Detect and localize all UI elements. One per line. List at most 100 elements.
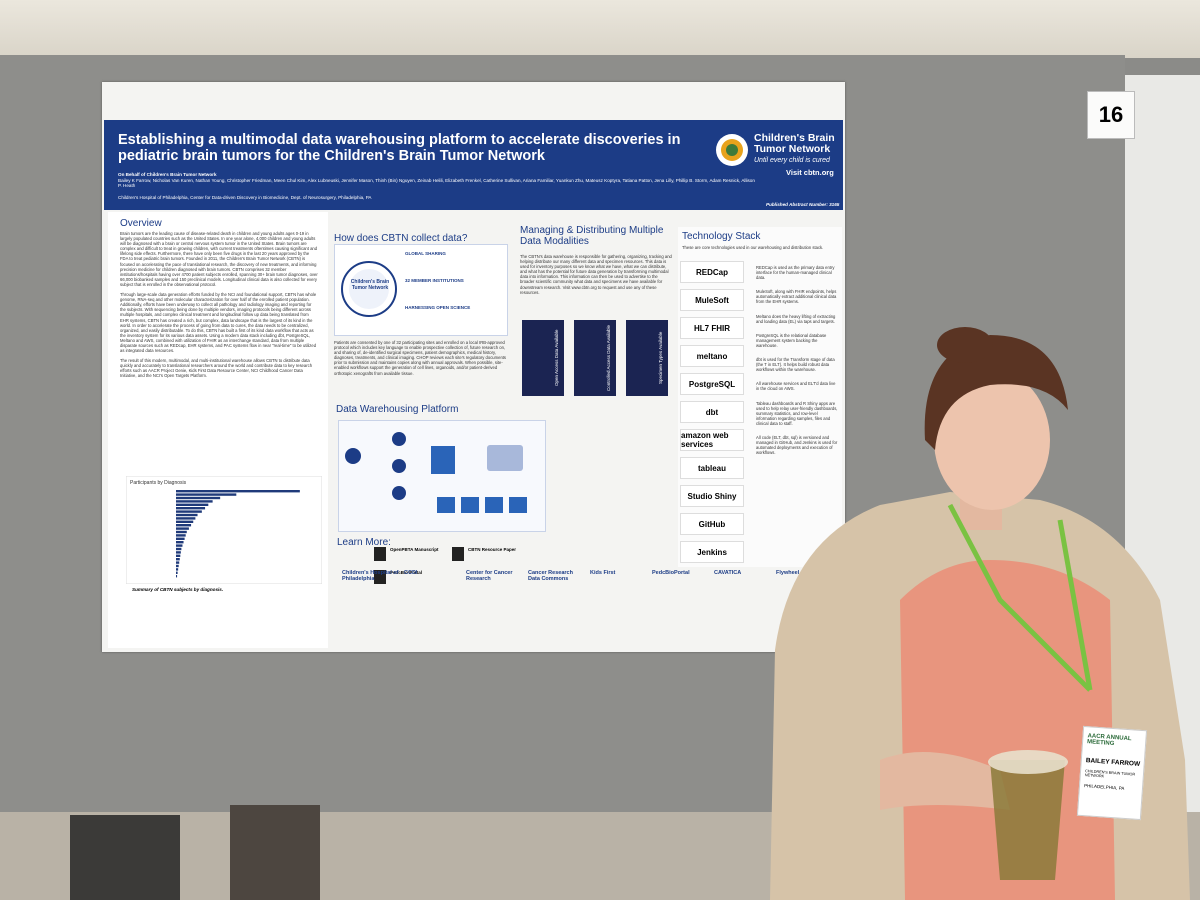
bar (176, 510, 202, 513)
footer-logo: Center for Cancer Research (466, 570, 513, 582)
section-heading: Managing & Distributing Multiple Data Mo… (520, 225, 664, 247)
tech-logo: tableau (680, 457, 744, 479)
learn-more-links: OpenPBTA Manuscript CBTN Resource Paper Pe… (374, 538, 564, 584)
bar (176, 558, 180, 561)
diagram-label: GLOBAL SHARING (405, 251, 446, 256)
modalities-text: The CBTN's data warehouse is responsible… (520, 254, 672, 295)
affiliation: Children's Hospital of Philadelphia, Cen… (118, 195, 372, 200)
diagram-labels: GLOBAL SHARING 32 MEMBER INSTITUTIONS HARN… (405, 251, 501, 332)
diagram-label: 32 MEMBER INSTITUTIONS (405, 278, 464, 283)
footer-logo: CAVATICA (714, 570, 742, 576)
warehouse-diagram (338, 420, 546, 532)
footer-logo: PedcBioPortal (652, 570, 690, 576)
bar (176, 568, 179, 571)
bar (176, 551, 181, 554)
wall (0, 0, 1200, 58)
tech-note: Meltano does the heavy lifting of extrac… (756, 313, 836, 324)
tagline: Until every child is cured (754, 157, 830, 164)
bar (176, 513, 198, 517)
visit-link: Visit cbtn.org (786, 168, 834, 177)
bar (176, 496, 221, 500)
tech-logo: Jenkins (680, 541, 744, 563)
learn-more-link: PedcBio Portal (374, 570, 448, 584)
section-heading: Technology Stack (682, 231, 761, 242)
tech-logo: PostgreSQL (680, 373, 744, 395)
abstract-number: Published Abstract Number: 3165 (766, 202, 840, 207)
left-column: Overview Brain tumors are the leading ca… (108, 212, 328, 648)
collect-diagram: Children's Brain Tumor Network GLOBAL SH… (334, 244, 508, 336)
poster-header: Establishing a multimodal data warehousi… (104, 120, 843, 210)
bar (176, 541, 184, 544)
bar (176, 520, 194, 523)
tech-logo: HL7 FHIR (680, 317, 744, 339)
collect-text: Patients are consented by one of 32 part… (334, 340, 507, 376)
tech-logo: GitHub (680, 513, 744, 535)
footer-logo: Cancer Research Data Commons (528, 570, 573, 582)
chart-caption: Summary of CBTN subjects by diagnosis. (132, 587, 224, 592)
tech-note: Tableau dashboards and R Shiny apps are … (756, 400, 838, 426)
tech-intro: These are core technologies used in our … (682, 245, 824, 250)
badge-name: BAILEY FARROW (1085, 757, 1141, 768)
badge-city: PHILADELPHIA, PA (1083, 783, 1125, 791)
paragraph: The result of this modern, multimodal, a… (120, 358, 313, 379)
footer-logo: Flywheel (776, 570, 800, 576)
tech-logo: REDCap (680, 261, 744, 283)
bar (176, 544, 183, 547)
bar (176, 500, 213, 503)
tech-note: MuleSoft, along with FHIR endpoints, hel… (756, 289, 837, 305)
bar (176, 575, 178, 578)
tech-logos: REDCap MuleSoft HL7 FHIR meltano PostgreSQL d… (680, 261, 744, 569)
logo-circle (341, 261, 397, 317)
diagram-label: HARNESSING OPEN SCIENCE (405, 305, 471, 310)
bar (176, 561, 180, 564)
bar (176, 564, 179, 568)
tech-column: Technology Stack These are core technolo… (678, 227, 842, 567)
heading-text: How does CBTN collect data? (334, 233, 468, 244)
bar (176, 547, 182, 551)
tech-logo: Studio Shiny (680, 485, 744, 507)
footer-logo: CCDI (404, 570, 418, 576)
board-number: 16 (1087, 91, 1135, 139)
tech-note: All code (ELT, dbt, sql) is versioned an… (756, 434, 838, 456)
bar (176, 493, 237, 496)
poster-title: Establishing a multimodal data warehousi… (118, 132, 681, 164)
footer-logos: Children's Hospital of Philadelphia CCDI C… (342, 570, 842, 594)
logo-name: Children's Brain Tumor Network (754, 132, 835, 155)
footer-logo: Children's Hospital of Philadelphia (342, 570, 399, 582)
bar (176, 490, 300, 493)
tech-logo: MuleSoft (680, 289, 744, 311)
bar (176, 517, 196, 520)
diagram-logo: Children's Brain Tumor Network (350, 279, 390, 291)
authors: Bailey K Farrow, Nicholas Van Kuren, Nat… (118, 178, 755, 189)
learn-more-heading: Learn More: (337, 537, 391, 548)
tech-logo: meltano (680, 345, 744, 367)
name-badge: AACR ANNUAL MEETING BAILEY FARROW CHILDR… (1076, 725, 1148, 821)
poster: Establishing a multimodal data warehousi… (102, 82, 845, 652)
tech-notes: REDCap is used as the primary data entry… (756, 265, 838, 464)
badge-org: CHILDREN'S BRAIN TUMOR NETWORK (1084, 769, 1136, 779)
learn-more-link: OpenPBTA Manuscript (374, 547, 448, 561)
chart-title: Participants by Diagnosis (130, 480, 187, 486)
bar (176, 571, 178, 574)
paragraph: Through large-scale data generation effo… (120, 292, 317, 354)
footer-logo: Kids First (590, 570, 616, 576)
bar (176, 527, 189, 530)
tech-note: REDCap is used as the primary data entry… (756, 265, 835, 281)
badge-event: AACR ANNUAL MEETING (1086, 733, 1132, 748)
cbtn-logo-mark (716, 134, 748, 166)
paragraph: Brain tumors are the leading cause of di… (120, 231, 318, 287)
section-heading: Data Warehousing Platform (336, 404, 459, 415)
tech-note: PostgreSQL is the relational database ma… (756, 332, 827, 348)
tech-logo: amazon web services (680, 429, 744, 451)
tech-note: All warehouse services and ELT'd data li… (756, 381, 836, 392)
section-heading: Overview (120, 218, 162, 229)
tech-note: dbt is used for the Transform stage of d… (756, 357, 835, 373)
bar (176, 530, 187, 534)
learn-more-link: CBTN Resource Paper (452, 547, 526, 561)
bar (176, 554, 181, 557)
section-heading: How does CBTN collect data? (334, 228, 467, 246)
bar (176, 524, 192, 527)
on-behalf: On Behalf of Children's Brain Tumor Netw… (118, 172, 217, 177)
